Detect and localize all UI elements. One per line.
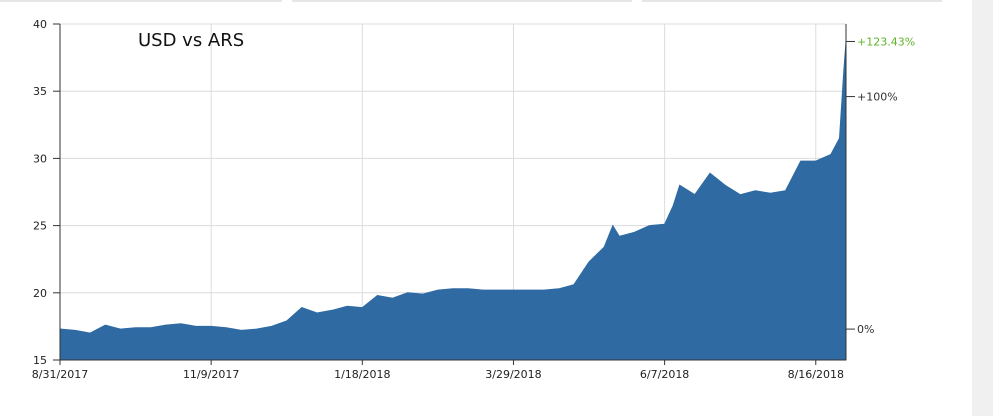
x-tick-label: 3/29/2018 xyxy=(485,368,541,381)
chart-title: USD vs ARS xyxy=(138,30,244,51)
y-tick-label: 25 xyxy=(33,220,47,233)
top-edge-segments xyxy=(0,0,993,4)
top-edge-segment xyxy=(642,0,942,2)
y-tick-label: 30 xyxy=(33,152,47,165)
x-tick-label: 8/16/2018 xyxy=(788,368,844,381)
top-edge-segment xyxy=(0,0,282,2)
y-tick-label: 40 xyxy=(33,18,47,31)
y-tick-label: 15 xyxy=(33,354,47,367)
usd-ars-area-series xyxy=(59,41,847,361)
right-axis-percent-label: +123.43% xyxy=(857,35,915,48)
y-tick-label: 35 xyxy=(33,85,47,98)
right-axis-percent-label: +100% xyxy=(857,91,898,104)
x-tick-label: 8/31/2017 xyxy=(32,368,88,381)
x-tick-label: 6/7/2018 xyxy=(640,368,689,381)
x-tick-label: 11/9/2017 xyxy=(183,368,239,381)
y-tick-label: 20 xyxy=(33,287,47,300)
axes: 15 20 25 30 35 40 8/31/2017 11/9/2017 1/18/2018 3… xyxy=(32,18,915,381)
right-axis-percent-label: 0% xyxy=(857,323,874,336)
top-edge-segment xyxy=(292,0,632,2)
right-panel-strip xyxy=(972,0,993,416)
x-tick-label: 1/18/2018 xyxy=(334,368,390,381)
